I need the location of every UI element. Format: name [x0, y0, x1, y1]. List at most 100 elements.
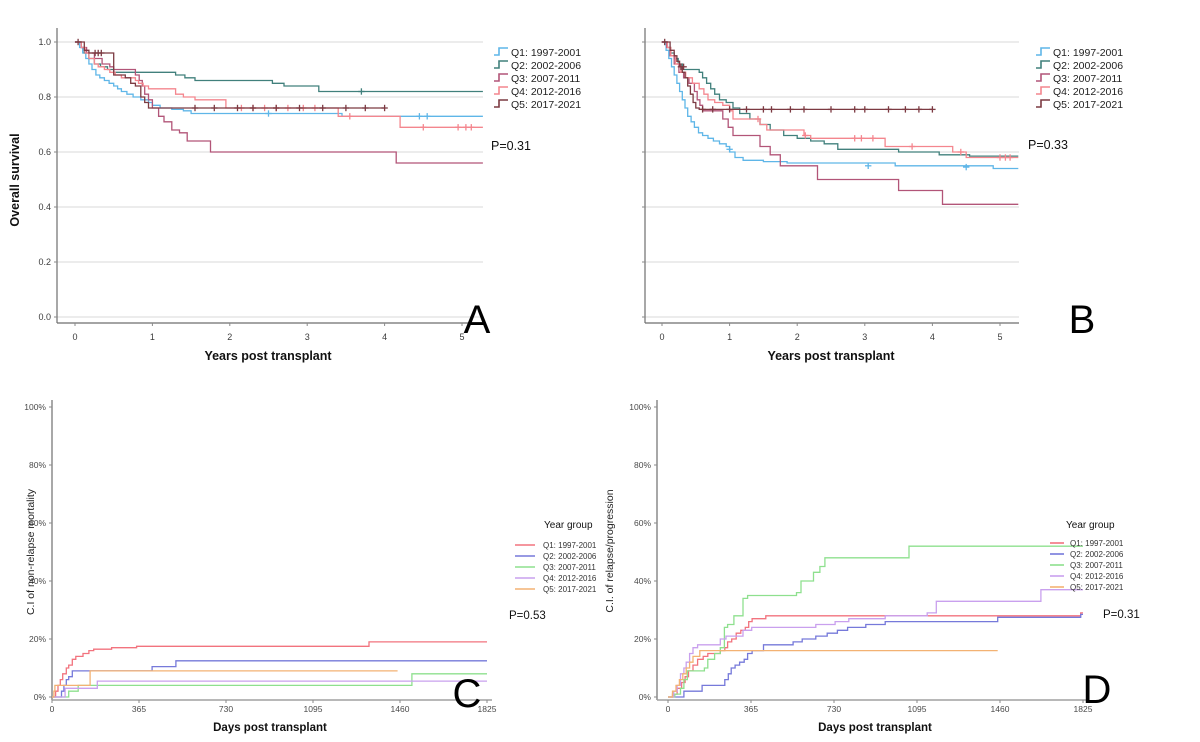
panel-B: 0 1 2 3 4 5 Years post transplant P=0.33 B Q1… — [642, 28, 1123, 363]
y-tick-label: 80% — [29, 460, 46, 470]
x-tick-label: 1095 — [908, 704, 927, 714]
legend: Year group Q1: 1997-2001 Q2: 2002-2006 Q… — [1050, 520, 1124, 592]
legend-label-q5: Q5: 2017-2021 — [511, 99, 581, 111]
series-line — [668, 613, 1083, 698]
series-line — [668, 649, 998, 698]
legend-swatch-q3 — [494, 73, 508, 82]
legend-label-q4: Q4: 2012-2016 — [543, 574, 597, 583]
x-axis-title: Years post transplant — [204, 349, 332, 363]
x-tick-label: 1460 — [391, 704, 410, 714]
x-tick-label: 1095 — [304, 704, 323, 714]
legend-label-q3: Q3: 2007-2011 — [543, 563, 596, 572]
legend-label-q3: Q3: 2007-2011 — [1070, 561, 1123, 570]
x-axis-title: Days post transplant — [213, 722, 327, 734]
x-tick-label: 3 — [862, 332, 867, 342]
x-tick-label: 1 — [727, 332, 732, 342]
p-value: P=0.31 — [491, 139, 531, 153]
y-tick-label: 0.0 — [38, 312, 51, 322]
x-axis-title: Years post transplant — [767, 349, 895, 363]
y-tick-label: 1.0 — [38, 37, 51, 47]
series-line — [52, 680, 487, 698]
x-tick-label: 730 — [827, 704, 841, 714]
series-line — [662, 41, 1019, 157]
legend-swatch-q5 — [1036, 99, 1050, 108]
legend-title: Year group — [1066, 520, 1115, 531]
x-tick-label: 5 — [459, 332, 464, 342]
legend-label-q1: Q1: 1997-2001 — [543, 541, 597, 550]
legend-label-q3: Q3: 2007-2011 — [511, 73, 580, 85]
legend-label-q1: Q1: 1997-2001 — [511, 47, 581, 59]
series-line — [668, 589, 1083, 698]
series-line — [52, 673, 487, 698]
plot-area-relapse-progression: 0% 20% 40% 60% 80% 100% 0 365 730 1095 1460 1825 — [629, 400, 1093, 714]
series-line — [662, 41, 1019, 205]
y-tick-label: 0.2 — [38, 257, 51, 267]
p-value: P=0.33 — [1028, 138, 1068, 152]
series-line — [52, 670, 398, 698]
series-line — [662, 41, 1019, 159]
legend-label-q2: Q2: 2002-2006 — [1070, 550, 1124, 559]
series-line — [75, 41, 483, 93]
legend-label-q5: Q5: 2017-2021 — [543, 585, 597, 594]
legend-label-q2: Q2: 2002-2006 — [543, 552, 597, 561]
legend-title: Year group — [544, 520, 593, 531]
p-value: P=0.53 — [509, 610, 546, 622]
y-tick-label: 0.6 — [38, 147, 51, 157]
legend-label-q4: Q4: 2012-2016 — [1053, 86, 1123, 98]
y-tick-label: 60% — [29, 518, 46, 528]
legend-label-q5: Q5: 2017-2021 — [1070, 583, 1124, 592]
y-tick-label: 80% — [634, 460, 651, 470]
legend: Q1: 1997-2001 Q2: 2002-2006 Q3: 2007-201… — [494, 47, 581, 111]
x-tick-label: 365 — [744, 704, 758, 714]
y-tick-label: 20% — [29, 634, 46, 644]
y-tick-label: 40% — [634, 576, 651, 586]
x-tick-label: 0 — [50, 704, 55, 714]
series-line — [75, 41, 385, 109]
y-tick-label: 0.4 — [38, 202, 51, 212]
x-tick-label: 365 — [132, 704, 146, 714]
plot-area-progression-free-survival: 0 1 2 3 4 5 — [642, 28, 1019, 342]
y-tick-label: 0% — [34, 692, 47, 702]
legend-swatch-q3 — [1036, 73, 1050, 82]
legend-label-q5: Q5: 2017-2021 — [1053, 99, 1123, 111]
series-line — [668, 545, 1083, 698]
x-tick-label: 1460 — [991, 704, 1010, 714]
panel-letter: C — [453, 672, 482, 716]
x-tick-label: 1825 — [1074, 704, 1093, 714]
x-tick-label: 2 — [795, 332, 800, 342]
plot-area-overall-survival: 0.0 0.2 0.4 0.6 0.8 1.0 0 1 2 3 4 5 — [38, 28, 483, 342]
x-tick-label: 2 — [227, 332, 232, 342]
y-tick-label: 0% — [639, 692, 652, 702]
legend-label-q3: Q3: 2007-2011 — [1053, 73, 1122, 85]
legend-swatch-q5 — [494, 99, 508, 108]
x-tick-label: 0 — [72, 332, 77, 342]
panel-C: 0% 20% 40% 60% 80% 100% 0 365 730 1095 1460 1825 C.… — [24, 400, 597, 734]
x-axis-title: Days post transplant — [818, 722, 932, 734]
x-tick-label: 0 — [659, 332, 664, 342]
panel-letter: D — [1083, 668, 1112, 712]
y-axis-title: Overall survival — [8, 133, 22, 226]
y-tick-label: 100% — [24, 402, 46, 412]
panel-letter: B — [1069, 298, 1096, 342]
series-line — [52, 641, 487, 698]
legend-swatch-q4 — [494, 86, 508, 95]
series-line — [662, 41, 933, 111]
plot-area-nonrelapse-mortality: 0% 20% 40% 60% 80% 100% 0 365 730 1095 1460 1825 — [24, 400, 497, 714]
legend-swatch-q2 — [1036, 60, 1050, 69]
x-tick-label: 0 — [666, 704, 671, 714]
x-tick-label: 730 — [219, 704, 233, 714]
legend-swatch-q1 — [494, 47, 508, 56]
legend-swatch-q1 — [1036, 47, 1050, 56]
series-line — [75, 41, 483, 117]
series-line — [662, 41, 1019, 170]
legend-swatch-q2 — [494, 60, 508, 69]
x-tick-label: 4 — [382, 332, 387, 342]
y-tick-label: 100% — [629, 402, 651, 412]
legend-label-q1: Q1: 1997-2001 — [1053, 47, 1123, 59]
y-tick-label: 20% — [634, 634, 651, 644]
y-tick-label: 40% — [29, 576, 46, 586]
y-axis-title: C.I. of relapse/progression — [604, 489, 616, 612]
legend-swatch-q4 — [1036, 86, 1050, 95]
x-tick-label: 5 — [997, 332, 1002, 342]
series-line — [668, 612, 1083, 698]
